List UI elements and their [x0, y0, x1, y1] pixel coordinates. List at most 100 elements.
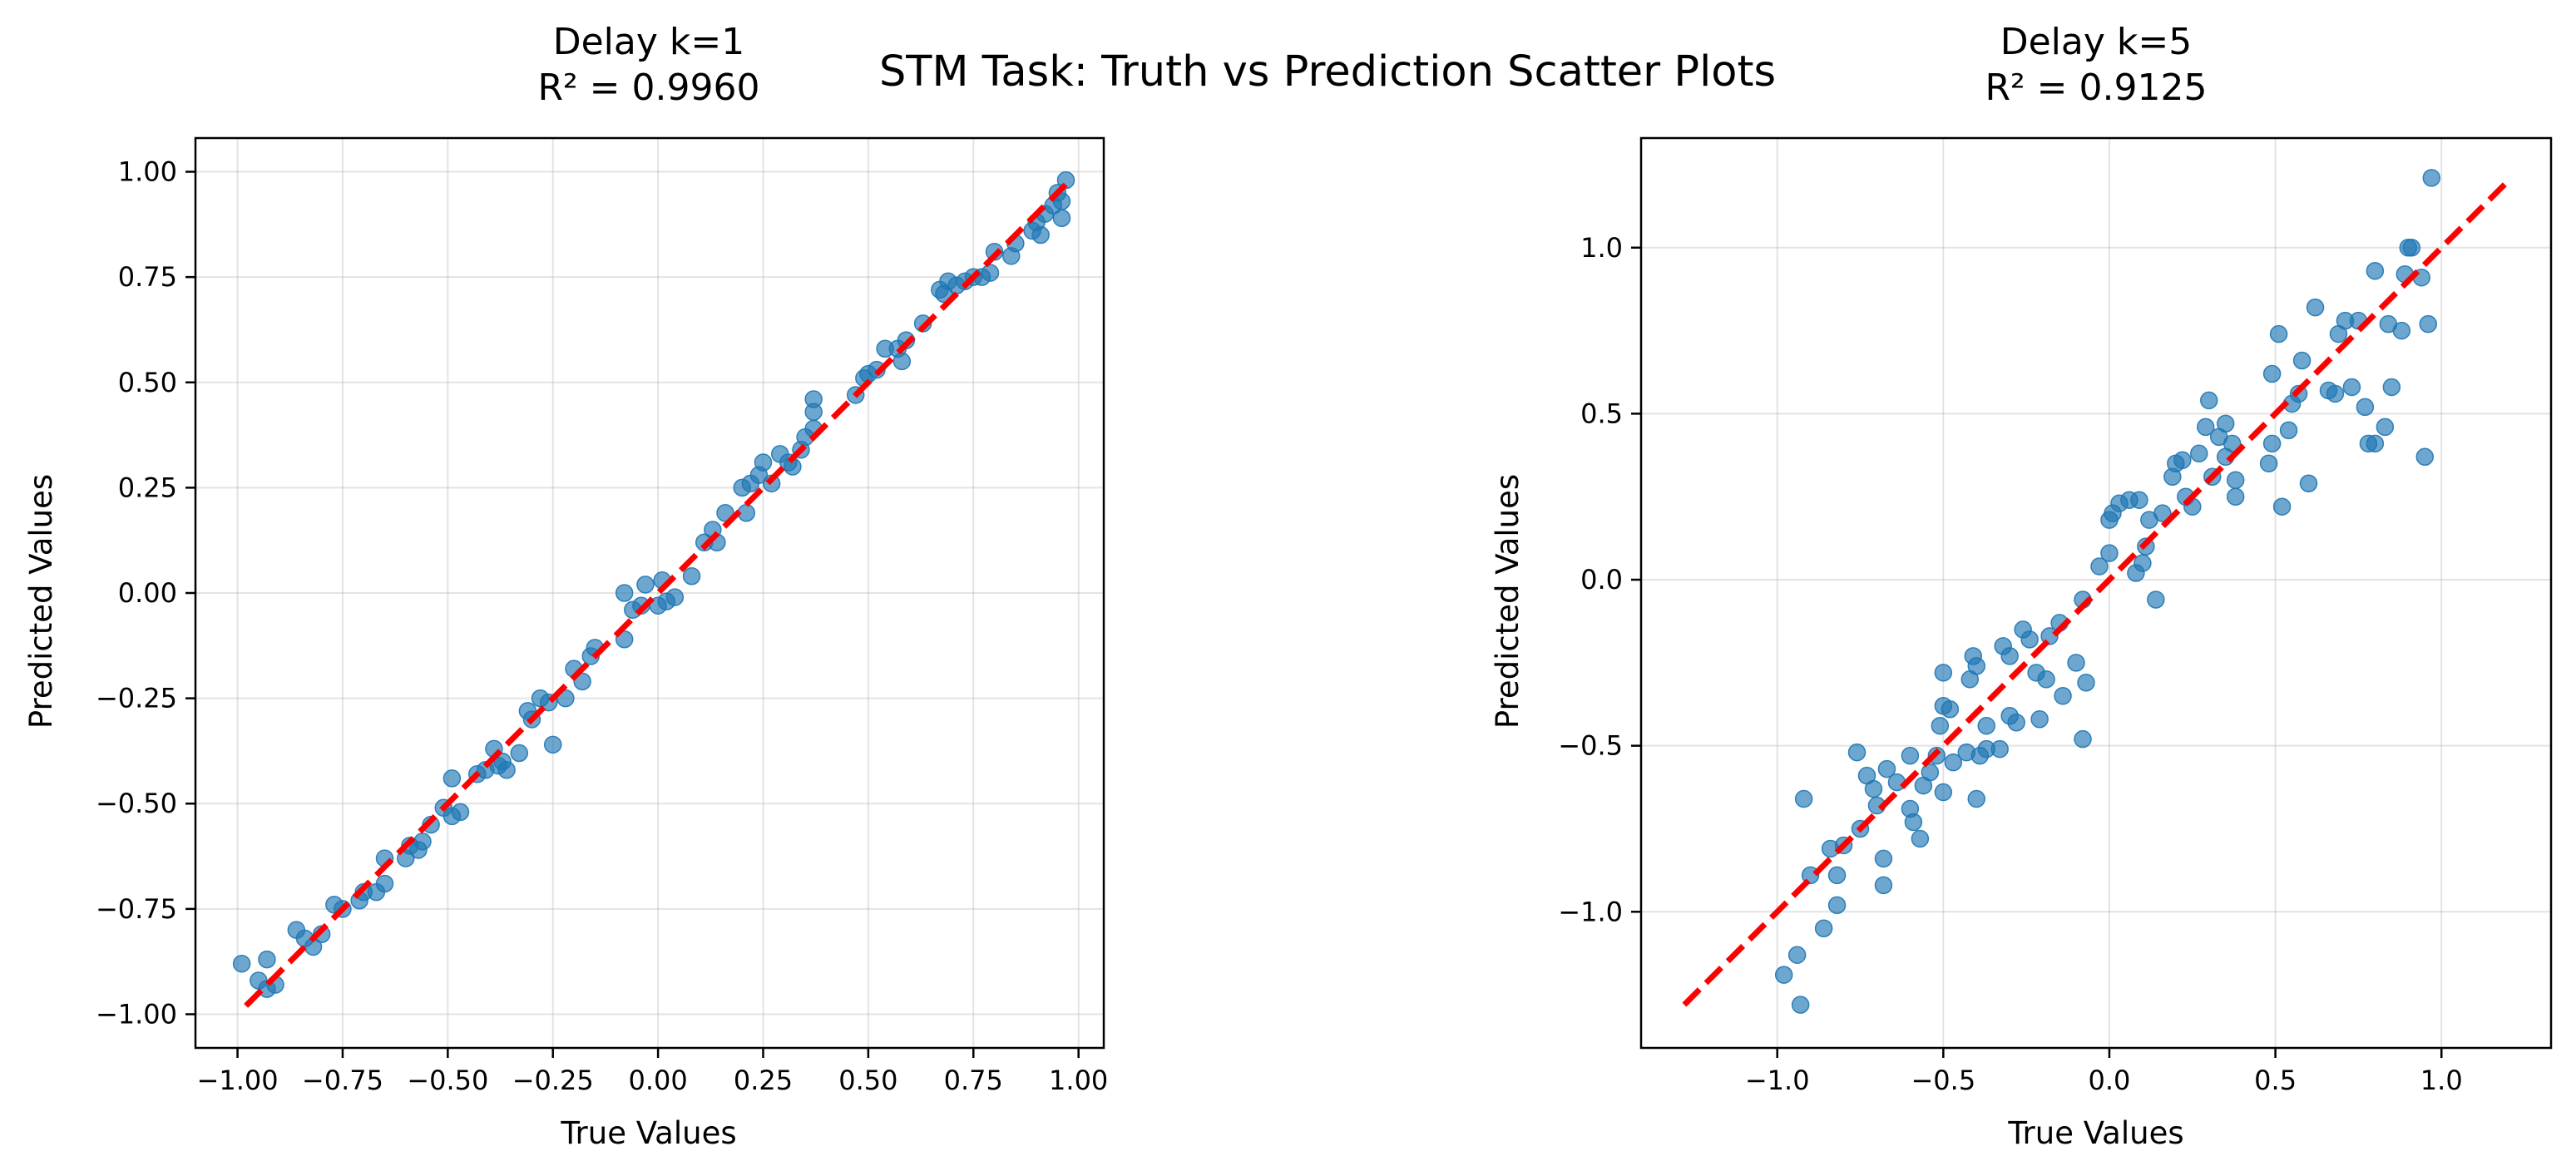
figure-suptitle: STM Task: Truth vs Prediction Scatter Pl… — [879, 47, 1776, 96]
scatter-point — [2269, 324, 2288, 343]
scatter-point — [1791, 996, 1810, 1014]
reference-line-y-equals-x — [1682, 179, 2510, 1007]
scatter-point — [2299, 474, 2318, 492]
scatter-point — [556, 689, 575, 708]
panel-title-line2: R² = 0.9125 — [1985, 67, 2207, 109]
scatter-point — [615, 584, 634, 602]
scatter-point — [1887, 773, 1906, 792]
scatter-point — [636, 576, 655, 594]
scatter-point — [443, 769, 462, 788]
scatter-point — [2272, 497, 2292, 516]
scatter-point — [1967, 657, 1986, 675]
scatter-point — [981, 264, 1000, 282]
scatter-point — [1931, 716, 1950, 735]
y-tick-label: 0.5 — [1580, 398, 1623, 429]
scatter-point — [1911, 829, 1930, 848]
scatter-point — [1941, 699, 1960, 719]
y-tick-label: −0.75 — [96, 893, 177, 925]
x-tick-label: 0.25 — [734, 1065, 793, 1096]
panel-title-line1: Delay k=1 — [553, 21, 745, 63]
scatter-point — [2226, 471, 2245, 489]
scatter-point — [2419, 314, 2438, 334]
scatter-point — [2133, 554, 2152, 572]
scatter-point — [2153, 504, 2172, 522]
scatter-point — [2226, 487, 2245, 506]
panel-title-line2: R² = 0.9960 — [537, 67, 759, 109]
scatter-point — [1031, 225, 1050, 245]
scatter-point — [375, 874, 394, 893]
scatter-point — [1967, 789, 1986, 808]
scatter-point — [1944, 753, 1963, 772]
x-axis-label: True Values — [560, 1115, 736, 1151]
x-tick-label: 1.0 — [2420, 1065, 2463, 1096]
x-tick-label: −1.00 — [197, 1065, 279, 1096]
plot-frame — [1639, 136, 2553, 1050]
y-axis-label: Predicted Values — [1490, 474, 1525, 729]
scatter-point — [1774, 966, 1793, 984]
y-tick-label: −1.0 — [1558, 896, 1623, 927]
scatter-point — [2067, 654, 2085, 672]
y-tick-label: −0.50 — [96, 788, 177, 819]
scatter-point — [1934, 783, 1953, 802]
scatter-point — [2147, 590, 2165, 609]
scatter-point — [2326, 384, 2345, 403]
scatter-point — [2090, 557, 2109, 576]
scatter-point — [413, 833, 432, 851]
scatter-point — [1827, 866, 1847, 885]
y-tick-label: 0.00 — [118, 577, 177, 609]
scatter-point — [1904, 813, 1923, 832]
scatter-point — [2382, 378, 2401, 397]
scatter-point — [2392, 321, 2411, 340]
scatter-point — [1934, 664, 1953, 682]
scatter-point — [2020, 630, 2039, 649]
scatter-point — [716, 504, 734, 522]
scatter-point — [2173, 451, 2192, 470]
scatter-point — [2222, 434, 2242, 453]
scatter-point — [1977, 716, 1995, 735]
scatter-point — [543, 735, 562, 754]
scatter-point — [2037, 670, 2055, 689]
scatter-point — [1787, 946, 1807, 964]
y-axis-label: Predicted Values — [23, 474, 59, 729]
scatter-point — [232, 954, 251, 973]
scatter-point — [2262, 364, 2282, 383]
x-axis-label: True Values — [2007, 1115, 2183, 1151]
x-tick-label: −0.25 — [512, 1065, 594, 1096]
scatter-point — [2422, 169, 2441, 187]
scatter-point — [510, 744, 529, 763]
scatter-point — [2342, 378, 2361, 397]
x-tick-label: 0.75 — [944, 1065, 1003, 1096]
y-tick-label: 1.0 — [1580, 232, 1623, 264]
scatter-point — [682, 566, 701, 586]
scatter-point — [1990, 739, 2009, 758]
x-tick-label: 0.5 — [2254, 1065, 2297, 1096]
scatter-point — [2216, 414, 2235, 433]
scatter-point — [2074, 729, 2092, 749]
x-tick-label: 0.0 — [2089, 1065, 2131, 1096]
scatter-point — [2376, 418, 2395, 437]
scatter-point — [2077, 674, 2095, 692]
scatter-point — [2197, 418, 2215, 437]
scatter-point — [2190, 444, 2208, 463]
x-tick-label: −0.75 — [302, 1065, 383, 1096]
scatter-point — [2292, 351, 2311, 370]
scatter-point — [1864, 779, 1883, 798]
x-tick-label: 1.00 — [1049, 1065, 1108, 1096]
scatter-point — [2262, 434, 2282, 453]
scatter-point — [2402, 239, 2421, 257]
scatter-point — [892, 352, 912, 371]
scatter-point — [804, 390, 823, 408]
reference-line-y-equals-x — [244, 182, 1068, 1008]
x-tick-label: −0.5 — [1911, 1065, 1975, 1096]
scatter-point — [615, 630, 634, 649]
y-tick-label: −1.00 — [96, 998, 177, 1030]
scatter-point — [1874, 849, 1893, 868]
y-tick-label: −0.5 — [1558, 730, 1623, 762]
scatter-point — [2415, 447, 2435, 467]
y-tick-label: −0.25 — [96, 683, 177, 714]
scatter-point — [2007, 713, 2025, 732]
scatter-point — [2366, 261, 2385, 280]
scatter-point — [1874, 876, 1893, 895]
